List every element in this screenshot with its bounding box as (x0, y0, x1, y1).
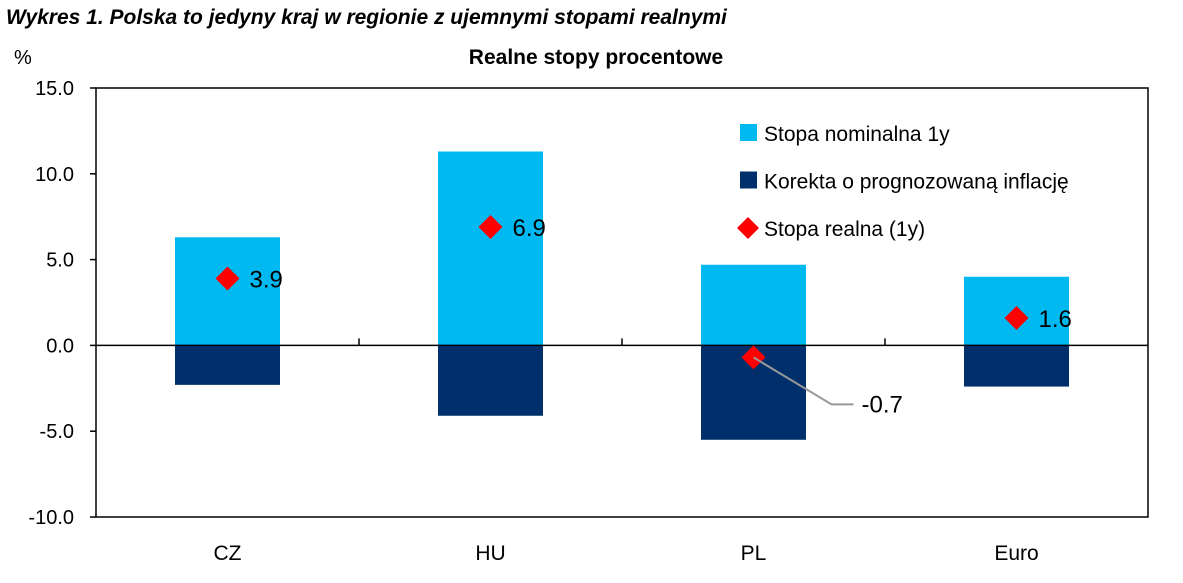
bar-hu (438, 151, 543, 346)
bar-cz (175, 345, 280, 385)
x-tick-label: HU (475, 542, 505, 565)
chart-title: Realne stopy procentowe (469, 46, 723, 69)
data-label: 3.9 (250, 266, 283, 293)
figure-title: Wykres 1. Polska to jedyny kraj w region… (6, 6, 728, 29)
legend-label: Korekta o prognozowaną inflację (764, 171, 1069, 194)
y-tick-label: -10.0 (28, 507, 74, 529)
y-tick-label: 15.0 (35, 78, 74, 100)
data-label: 1.6 (1039, 306, 1072, 333)
x-tick-label: CZ (214, 542, 242, 565)
legend-swatch (740, 171, 757, 189)
x-tick-label: Euro (994, 542, 1038, 565)
y-tick-label: 0.0 (46, 335, 74, 357)
bar-pl (701, 264, 806, 346)
y-tick-label: -5.0 (40, 421, 74, 443)
x-tick-label: PL (741, 542, 767, 565)
y-tick-label: 10.0 (35, 164, 74, 186)
plot-area (95, 87, 1149, 518)
legend-label: Stopa realna (1y) (764, 218, 925, 241)
legend-marker (737, 217, 759, 239)
legend-label: Stopa nominalna 1y (764, 123, 950, 146)
data-label: 6.9 (513, 215, 546, 242)
legend-swatch (740, 124, 757, 141)
leader-line (752, 356, 854, 406)
y-axis-label: % (14, 47, 32, 69)
data-label: -0.7 (862, 391, 903, 418)
bar-hu (438, 345, 543, 416)
bar-euro (964, 345, 1069, 387)
marker-real-rate (1004, 305, 1029, 330)
y-tick-label: 5.0 (46, 250, 74, 272)
marker-real-rate (478, 214, 503, 239)
bar-cz (175, 237, 280, 346)
marker-real-rate (215, 266, 240, 291)
legend: Stopa nominalna 1y Korekta o prognozowaną… (737, 123, 1069, 241)
